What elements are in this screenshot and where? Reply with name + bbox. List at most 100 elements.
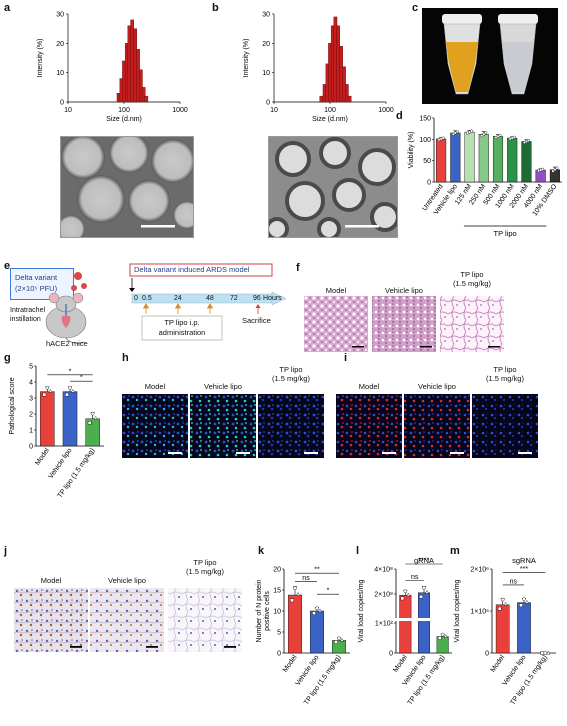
- result-bar: [517, 602, 531, 654]
- data-point: [93, 416, 98, 420]
- data-point: [519, 603, 523, 608]
- y-tick-label: 0: [277, 651, 281, 658]
- y-tick-label: 10: [56, 70, 64, 77]
- timeline-72: 72: [230, 295, 238, 302]
- result-bar: [85, 418, 100, 447]
- panel-label-h: h: [122, 352, 129, 364]
- result-bar: [62, 391, 78, 447]
- data-point: [482, 132, 486, 136]
- data-point: [424, 589, 430, 594]
- tem-image-b: [268, 136, 398, 238]
- fluorescence-images-i: [336, 394, 538, 458]
- panel-label-l: l: [356, 545, 360, 557]
- dls-bar: [130, 19, 134, 103]
- result-bar: [399, 595, 412, 654]
- significance-label: ns: [411, 574, 419, 581]
- y-axis-label: Pathological score: [9, 377, 16, 434]
- y-tick-label: 20: [262, 41, 270, 48]
- result-bar: [495, 604, 510, 654]
- delta-variant-label: Delta variant: [15, 273, 58, 282]
- data-point: [339, 637, 345, 642]
- viability-bar: [492, 136, 504, 183]
- y-tick-label: 150: [419, 116, 431, 123]
- data-point: [480, 134, 484, 138]
- data-point: [551, 169, 555, 173]
- category-label: TP lipo (1.5 mg/kg): [407, 654, 447, 706]
- y-tick-label: 5: [29, 364, 33, 371]
- data-point: [503, 601, 508, 606]
- j-label-vehicle: Vehicle lipo: [108, 576, 146, 585]
- group-label: TP lipo: [494, 229, 517, 238]
- x-tick-label: 1000: [378, 107, 394, 114]
- data-point: [315, 606, 319, 611]
- y-axis-label: Viability (%): [408, 132, 415, 169]
- significance-label: ****: [419, 558, 430, 565]
- h-label-model: Model: [144, 382, 166, 391]
- dls-bar: [347, 95, 352, 103]
- h-label-vehicle: Vehicle lipo: [204, 382, 242, 391]
- y-axis-label: Intensity (%): [243, 39, 250, 78]
- data-point: [526, 138, 530, 142]
- timeline-0: 0: [134, 295, 138, 302]
- sgrna-chart: 0 1×10⁶ 2×10⁶ Viral load copies/mg sgRNA Mode…: [454, 556, 556, 706]
- data-point: [419, 594, 423, 599]
- data-point: [295, 592, 301, 596]
- y-tick-label: 20: [273, 567, 281, 574]
- y-tick-label: 15: [273, 588, 281, 595]
- y-tick-label: 3: [29, 396, 33, 403]
- data-point: [498, 133, 502, 137]
- f-label-model: Model: [325, 286, 347, 295]
- data-point: [440, 632, 445, 637]
- data-point: [512, 135, 516, 139]
- panel-label-b: b: [212, 2, 219, 14]
- y-tick-label: 2×10⁸: [374, 592, 393, 599]
- y-tick-label: 0: [60, 100, 64, 107]
- data-point: [422, 585, 426, 590]
- viability-bar: [535, 169, 546, 183]
- data-point: [443, 634, 448, 638]
- y-tick-label: 0: [389, 651, 393, 658]
- viability-bar: [478, 134, 489, 183]
- data-point: [500, 597, 505, 602]
- data-point: [553, 168, 557, 172]
- category-label: Model: [490, 654, 507, 674]
- i-label-tp-dose: (1.5 mg/kg): [486, 374, 524, 383]
- data-point: [437, 636, 442, 640]
- data-point: [42, 392, 47, 397]
- y-tick-label: 0: [266, 100, 270, 107]
- f-label-tp-dose: (1.5 mg/kg): [453, 279, 491, 288]
- j-label-tp-dose: (1.5 mg/kg): [186, 567, 224, 576]
- y-tick-label: 10: [273, 609, 281, 616]
- y-tick-label: 2: [29, 412, 33, 419]
- data-point: [400, 596, 405, 601]
- result-bar: [40, 391, 55, 447]
- y-tick-label: 4: [29, 380, 33, 387]
- f-label-tp: TP lipo: [460, 270, 484, 279]
- y-axis-label: Viral load copies/mg: [454, 579, 461, 642]
- tube-photo: [422, 8, 558, 104]
- dls-bar: [139, 69, 143, 103]
- axis-break: [392, 618, 454, 621]
- y-tick-label: 30: [262, 12, 270, 19]
- data-point: [317, 608, 323, 613]
- x-axis-label: Size (d.nm): [106, 116, 142, 123]
- timeline-24: 24: [174, 295, 182, 302]
- administration-label: TP lipo i.p. administration: [158, 318, 206, 337]
- panel-label-f: f: [296, 262, 300, 274]
- data-point: [70, 388, 76, 393]
- y-tick-label: 1×10⁶: [470, 609, 489, 616]
- data-point: [293, 586, 297, 591]
- y-tick-label: 1: [29, 428, 33, 435]
- data-point: [555, 166, 559, 170]
- viability-bar: [450, 132, 461, 183]
- significance-label: *: [69, 368, 72, 375]
- timeline-0.5: 0.5: [142, 295, 152, 302]
- x-tick-label: 100: [324, 107, 336, 114]
- chart-title: gRNA: [414, 556, 434, 565]
- n-protein-chart: 0 5 10 15 20 Number of N protein positive cell…: [256, 567, 350, 706]
- h-label-tp-dose: (1.5 mg/kg): [272, 374, 310, 383]
- tube-clear: [498, 14, 538, 95]
- x-tick-label: 10: [270, 107, 278, 114]
- y-axis-label: Intensity (%): [37, 39, 44, 78]
